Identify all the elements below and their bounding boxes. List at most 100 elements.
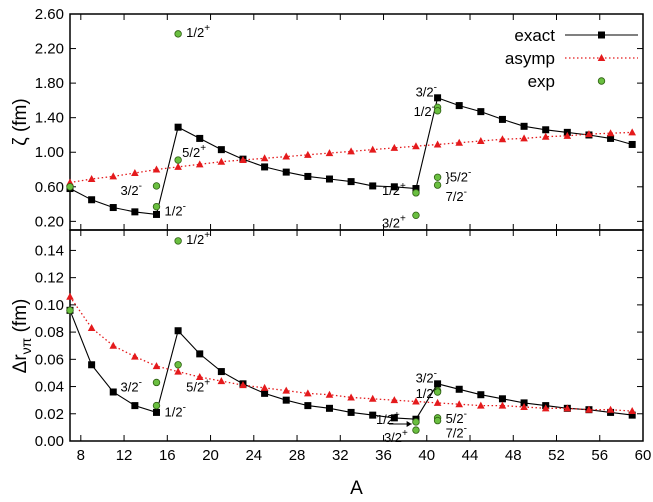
y-axis-label-zeta: ζ (fm) (10, 98, 31, 145)
point-asymp (368, 394, 377, 402)
panel-delta-r: 0.00 0.02 0.04 0.06 0.08 0.10 0.12 0.14 8 12 16 20 2… (35, 229, 651, 464)
annotation-sup: + (200, 143, 206, 154)
point-exact (152, 210, 160, 218)
point-exact (542, 126, 550, 134)
series-line-asymp (69, 296, 633, 412)
point-asymp (282, 386, 291, 394)
point-asymp (433, 398, 442, 406)
legend-label-asymp: asymp (505, 49, 555, 68)
point-exact (152, 408, 160, 416)
point-asymp (260, 383, 269, 391)
point-exact (412, 185, 420, 193)
point-asymp (325, 149, 334, 157)
annotation-label: 3/2- (120, 181, 141, 198)
x-tick-label: 12 (116, 447, 133, 464)
point-exact (131, 208, 139, 216)
x-tick-label: 48 (505, 447, 522, 464)
annotation-label: 1/2- (164, 202, 185, 219)
annotation-sup: - (434, 82, 437, 93)
point-exp (152, 378, 161, 387)
y-axis-label-sub: νπ (18, 337, 34, 354)
annotation-label: 1/2+ (382, 181, 406, 198)
annotation-label: }5/2- (446, 167, 472, 184)
point-asymp (66, 292, 74, 300)
point-asymp (477, 401, 485, 409)
point-exp (174, 237, 182, 245)
point-exp (433, 173, 442, 181)
point-asymp (455, 138, 464, 146)
annotation-label: 1/2+ (186, 23, 210, 40)
point-exact (109, 204, 117, 212)
point-asymp (606, 129, 615, 137)
point-asymp (412, 142, 420, 150)
point-asymp (477, 137, 485, 145)
annotation-label: 5/2+ (182, 143, 206, 160)
annotation-label: 1/2- (416, 384, 437, 401)
plot-frame (69, 229, 644, 442)
annotation-text: 1/2 (164, 204, 182, 219)
point-asymp (585, 405, 593, 413)
annotation-sup: - (139, 181, 142, 192)
point-exact (325, 175, 333, 183)
point-asymp (498, 401, 507, 409)
point-exact (217, 146, 225, 154)
point-exact (369, 182, 377, 190)
annotation-label: 1/2+ (376, 410, 400, 427)
point-exact (455, 102, 463, 110)
point-asymp (195, 373, 204, 381)
point-asymp (520, 402, 528, 410)
point-exact (304, 172, 312, 180)
point-exact (455, 385, 463, 393)
point-exact (520, 399, 528, 407)
point-asymp (109, 341, 118, 349)
point-exact (196, 350, 204, 358)
point-exp (66, 306, 74, 315)
point-exp (66, 183, 74, 191)
point-exact (261, 389, 269, 397)
point-exp (433, 181, 442, 189)
annotation-sup: - (468, 167, 471, 178)
point-exp (412, 211, 420, 220)
annotation-arrowhead (406, 420, 412, 427)
y-tick-label: 0.20 (35, 213, 64, 230)
annotation-text: 3/2 (120, 379, 138, 394)
annotation-sup: + (204, 23, 210, 34)
point-exact (477, 108, 485, 116)
point-exact (109, 388, 117, 396)
point-asymp (563, 131, 572, 139)
annotation-text: 3/2 (416, 371, 434, 386)
annotation-sup: - (464, 409, 467, 420)
annotation-sup: + (402, 428, 408, 439)
point-asymp (304, 389, 312, 397)
point-asymp (541, 132, 550, 140)
point-exact (282, 168, 290, 176)
point-exact (282, 396, 290, 404)
point-asymp (282, 152, 291, 160)
legend-label-exp: exp (528, 72, 555, 91)
annotation-text: 3/2 (384, 430, 402, 445)
point-exp (174, 30, 182, 38)
point-exp (152, 202, 161, 211)
point-asymp (585, 130, 593, 138)
x-tick-label: 32 (332, 447, 349, 464)
annotation-text: 1/2 (376, 412, 394, 427)
point-asymp (152, 165, 161, 173)
point-asymp (217, 377, 226, 385)
point-exact (217, 368, 225, 376)
point-asymp (239, 381, 247, 389)
annotation-sup: + (204, 377, 210, 388)
series-line-exact (69, 97, 633, 216)
point-asymp (390, 396, 399, 404)
point-asymp (87, 175, 96, 183)
point-exact (607, 134, 615, 142)
x-axis-label: A (350, 478, 363, 499)
point-asymp (260, 154, 269, 162)
annotation-sup: - (464, 187, 467, 198)
y-tick-label: 0.00 (35, 433, 64, 450)
point-exact (196, 134, 204, 142)
point-exp (412, 426, 420, 434)
point-asymp (174, 367, 182, 375)
x-tick-label: 24 (245, 447, 262, 464)
point-asymp (195, 160, 204, 168)
legend-label-exact: exact (514, 26, 555, 45)
